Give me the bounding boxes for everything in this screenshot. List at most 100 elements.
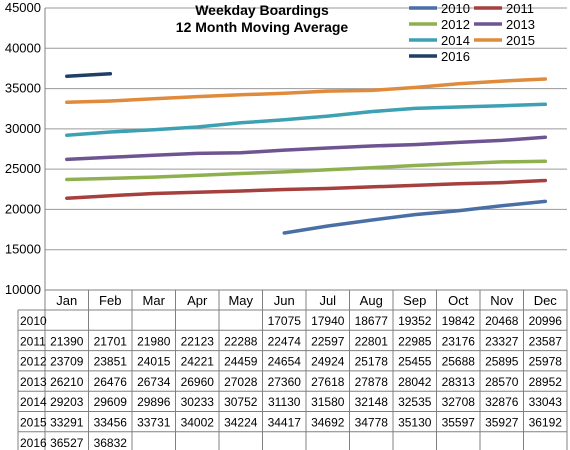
y-tick-label: 25000 <box>5 161 41 176</box>
table-cell-value: 33731 <box>137 416 171 430</box>
table-cell-value: 26960 <box>181 375 215 389</box>
table-cell-value: 26210 <box>50 375 84 389</box>
table-cell-value: 32708 <box>442 395 476 409</box>
legend-label: 2015 <box>506 33 535 48</box>
table-cell-value: 28952 <box>529 375 563 389</box>
x-tick-label: Dec <box>534 293 558 308</box>
table-cell-value: 35927 <box>485 416 519 430</box>
table-cell-value: 35130 <box>398 416 432 430</box>
table-cell-value: 29609 <box>94 395 128 409</box>
table-cell-value: 23851 <box>94 355 128 369</box>
table-cell-value: 24221 <box>181 355 215 369</box>
table-cell-value: 29203 <box>50 395 84 409</box>
series-line <box>282 199 548 235</box>
series-line <box>65 178 548 200</box>
y-tick-label: 45000 <box>5 0 41 15</box>
table-cell-value: 28313 <box>442 375 476 389</box>
table-cell-value: 17940 <box>311 314 345 328</box>
table-cell-value: 23709 <box>50 355 84 369</box>
table-cell-value: 32535 <box>398 395 432 409</box>
table-cell-value: 35597 <box>442 416 476 430</box>
legend-label: 2014 <box>441 33 470 48</box>
legend-label: 2011 <box>506 1 534 16</box>
table-cell-value: 36192 <box>529 416 563 430</box>
x-tick-label: Jan <box>56 293 77 308</box>
table-cell-value: 27878 <box>355 375 389 389</box>
table-cell-value: 27360 <box>268 375 302 389</box>
table-cell-value: 17075 <box>268 314 302 328</box>
table-row-label: 2013 <box>20 375 47 389</box>
table-cell-value: 27028 <box>224 375 258 389</box>
x-tick-label: Jul <box>319 293 336 308</box>
table-cell-value: 23587 <box>529 334 563 348</box>
table-cell-value: 32148 <box>355 395 389 409</box>
table-cell-value: 25978 <box>529 355 563 369</box>
table-cell-value: 21390 <box>50 334 84 348</box>
legend-label: 2016 <box>441 49 470 64</box>
y-tick-label: 40000 <box>5 40 41 55</box>
table-cell-value: 26734 <box>137 375 171 389</box>
table-cell-value: 34778 <box>355 416 389 430</box>
table-row-label: 2012 <box>20 355 47 369</box>
table-cell-value: 25178 <box>355 355 389 369</box>
table-cell-value: 22288 <box>224 334 258 348</box>
x-tick-label: Sep <box>403 293 426 308</box>
table-cell-value: 24459 <box>224 355 258 369</box>
table-cell-value: 25688 <box>442 355 476 369</box>
table-cell-value: 22985 <box>398 334 432 348</box>
x-tick-label: Jun <box>274 293 295 308</box>
table-cell-value: 27618 <box>311 375 345 389</box>
table-cell-value: 29896 <box>137 395 171 409</box>
y-tick-label: 35000 <box>5 81 41 96</box>
table-cell-value: 23176 <box>442 334 476 348</box>
y-tick-label: 30000 <box>5 121 41 136</box>
table-cell-value: 26476 <box>94 375 128 389</box>
table-cell-value: 34417 <box>268 416 302 430</box>
x-tick-label: Oct <box>448 293 469 308</box>
table-cell-value: 28042 <box>398 375 432 389</box>
table-cell-value: 33456 <box>94 416 128 430</box>
table-row-label: 2011 <box>20 334 46 348</box>
table-cell-value: 23327 <box>485 334 519 348</box>
legend-label: 2010 <box>441 1 470 16</box>
chart-subtitle: 12 Month Moving Average <box>176 19 349 35</box>
table-cell-value: 33043 <box>529 395 563 409</box>
x-tick-label: May <box>228 293 253 308</box>
x-tick-label: Mar <box>143 293 166 308</box>
y-tick-label: 15000 <box>5 242 41 257</box>
series-line <box>65 135 548 162</box>
table-cell-value: 34002 <box>181 416 215 430</box>
chart-title: Weekday Boardings <box>195 2 329 18</box>
table-cell-value: 36832 <box>94 436 128 450</box>
table-cell-value: 30752 <box>224 395 258 409</box>
table-cell-value: 22474 <box>268 334 302 348</box>
table-cell-value: 19352 <box>398 314 432 328</box>
table-cell-value: 36527 <box>50 436 84 450</box>
legend-label: 2012 <box>441 17 470 32</box>
table-cell-value: 24654 <box>268 355 302 369</box>
table-cell-value: 24015 <box>137 355 171 369</box>
table-cell-value: 19842 <box>442 314 476 328</box>
table-row-label: 2015 <box>20 416 47 430</box>
table-cell-value: 31130 <box>268 395 301 409</box>
table-cell-value: 22123 <box>181 334 215 348</box>
x-tick-label: Feb <box>99 293 121 308</box>
table-cell-value: 22801 <box>355 334 389 348</box>
table-cell-value: 18677 <box>355 314 389 328</box>
table-cell-value: 34224 <box>224 416 258 430</box>
table-cell-value: 25895 <box>485 355 519 369</box>
table-cell-value: 28570 <box>485 375 519 389</box>
y-tick-label: 20000 <box>5 201 41 216</box>
table-cell-value: 24924 <box>311 355 345 369</box>
table-cell-value: 20468 <box>485 314 519 328</box>
table-cell-value: 32876 <box>485 395 519 409</box>
series-line <box>65 102 548 138</box>
x-tick-label: Apr <box>187 293 208 308</box>
table-cell-value: 34692 <box>311 416 345 430</box>
legend-label: 2013 <box>506 17 535 32</box>
y-tick-label: 10000 <box>5 282 41 297</box>
table-cell-value: 21980 <box>137 334 171 348</box>
table-row-label: 2010 <box>20 314 47 328</box>
